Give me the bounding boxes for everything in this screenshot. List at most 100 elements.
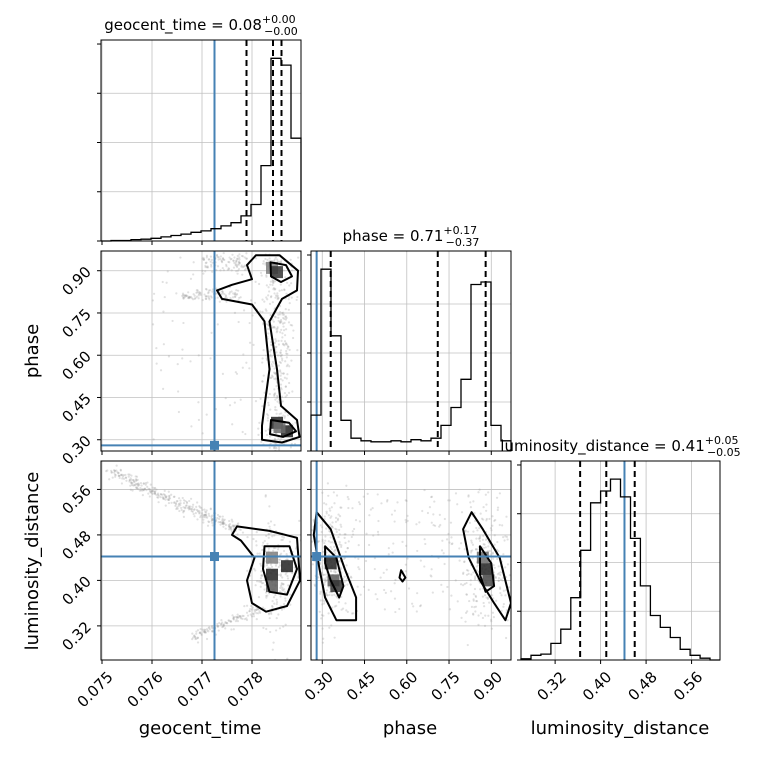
sample-point [274,372,277,375]
sample-point [147,487,150,490]
sample-point [187,297,191,300]
sample-point [209,508,212,511]
sample-point [281,359,284,362]
sample-point [164,496,168,499]
sample-point [231,525,234,528]
sample-point [286,347,289,350]
sample-point [275,340,278,343]
sample-point [274,296,277,299]
sample-point [483,543,486,546]
sample-point [272,326,275,329]
sample-point [502,589,505,592]
sample-point [323,502,326,505]
sample-point [209,357,212,360]
sample-point [448,608,452,611]
sample-point [140,484,143,487]
panel-geocent_time-vs-luminosity_distance-xticks: 0.075 0.076 0.077 0.078 [74,660,267,711]
sample-point [174,504,177,508]
sample-point [221,290,224,293]
sample-point [149,490,152,493]
sample-point [241,531,245,534]
sample-point [121,475,124,478]
sample-point [135,486,138,489]
sample-point [504,566,507,569]
sample-point [166,498,169,501]
sample-point [335,530,338,534]
sample-point [204,516,207,519]
sample-point [267,294,270,297]
sample-point [406,519,409,522]
sample-point [283,334,287,337]
sample-point [431,591,434,594]
sample-point [231,524,234,527]
sample-point [267,428,270,431]
sample-point [482,534,485,538]
sample-point [274,294,278,297]
sample-point [223,258,226,262]
sample-point [110,469,113,472]
sample-point [255,608,258,611]
sample-point [262,349,265,352]
sample-point [464,529,467,532]
sample-point [268,617,271,620]
sample-point [466,643,469,647]
sample-point [385,568,388,571]
sample-point [174,502,178,505]
sample-point [477,537,481,540]
sample-point [254,400,258,403]
sample-point [283,288,286,291]
sample-point [287,298,290,301]
sample-point [279,320,282,323]
sample-point [197,401,200,404]
sample-point [374,593,377,596]
sample-point [489,527,493,530]
sample-point [340,525,343,528]
sample-point [357,544,360,547]
sample-point [222,623,225,626]
sample-point [224,523,227,527]
sample-point [487,491,490,494]
sample-point [268,355,272,358]
panel-luminosity_distance-hist-xticks: 0.32 0.40 0.48 0.56 [534,660,706,704]
sample-point [274,398,277,401]
sample-point [276,295,279,298]
sample-point [240,264,243,267]
sample-point [279,374,282,377]
sample-point [390,513,394,516]
sample-point [154,490,157,493]
sample-point [176,507,179,510]
sample-point [272,546,276,550]
x-tick-label: 0.90 [470,668,506,704]
sample-point [245,257,248,260]
sample-point [211,290,214,293]
sample-point [131,489,134,492]
sample-point [151,489,155,492]
x-tick-label: 0.078 [224,668,267,711]
sample-point [221,517,224,521]
sample-point [179,502,182,505]
sample-point [274,629,278,632]
sample-point [196,641,200,644]
sample-point [497,572,501,575]
sample-point [115,464,118,467]
sample-point [197,294,200,297]
sample-point [267,612,271,615]
sample-point [323,515,326,518]
sample-point [205,637,209,641]
sample-point [117,471,120,475]
sample-point [238,256,241,259]
sample-point [238,528,241,531]
sample-point [224,397,227,400]
sample-point [470,549,473,553]
sample-point [295,298,298,302]
sample-point [155,493,158,496]
sample-point [164,495,167,498]
sample-point [130,483,134,487]
sample-point [369,508,372,511]
sample-point [137,483,140,486]
sample-point [151,492,154,495]
sample-point [366,492,369,495]
sample-point [491,594,494,597]
x-tick-label: 0.40 [579,668,615,704]
sample-point [242,265,246,268]
